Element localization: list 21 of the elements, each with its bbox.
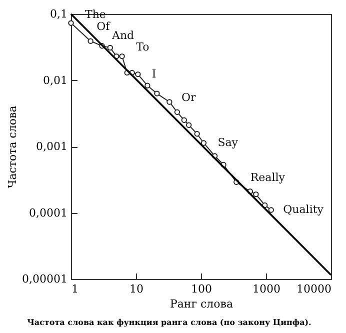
x-tick-label: 100	[191, 282, 212, 296]
x-tick-label: 10000	[296, 282, 332, 296]
y-tick-label: 0,01	[43, 74, 68, 87]
y-axis-title: Частота слова	[6, 105, 20, 188]
x-axis-title: Ранг слова	[170, 298, 234, 310]
annotation: Or	[181, 90, 196, 104]
annotation: And	[111, 28, 134, 42]
x-tick-label: 1	[72, 282, 78, 296]
y-tick-label: 0,0001	[29, 206, 68, 220]
text: Частота слова как функция ранга слова (по закону Ципфа).	[27, 317, 312, 327]
y-tick-label: 0,001	[36, 140, 68, 153]
annotation: Of	[96, 20, 111, 34]
y-tick-label: 0,00001	[22, 272, 68, 286]
annotation: I	[152, 67, 156, 80]
x-tick-label: 1000	[252, 282, 280, 296]
annotation: Say	[218, 136, 239, 149]
x-tick-label: 10	[130, 282, 144, 296]
annotation: Quality	[283, 203, 324, 216]
annotation: To	[136, 40, 150, 54]
y-tick-label: 0,1	[50, 8, 68, 20]
annotation: Really	[250, 171, 286, 184]
